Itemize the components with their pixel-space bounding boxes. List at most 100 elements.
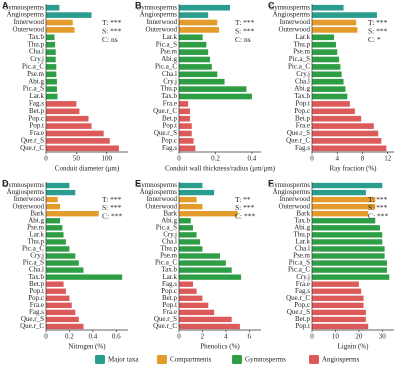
category-label: Que.r_S (287, 308, 310, 316)
category-label: Lar.k (295, 238, 310, 246)
x-tick-label: 0.4 (88, 333, 97, 341)
category-label: Abi.g (294, 85, 310, 93)
bar (179, 138, 194, 144)
category-label: Fag.s (162, 144, 177, 152)
category-label: Angiosperms (273, 11, 311, 19)
bar (46, 123, 92, 129)
bar (179, 218, 191, 224)
bar (179, 288, 197, 294)
category-label: Fra.e (30, 129, 44, 137)
bar (179, 253, 220, 259)
bar (312, 93, 348, 100)
category-label: Que.r_C (153, 322, 177, 330)
category-label: Outerwood (146, 202, 178, 210)
bar (46, 93, 58, 100)
bar (179, 34, 203, 41)
bar (312, 309, 366, 316)
bar (179, 123, 192, 129)
x-tick-label: 2 (201, 333, 205, 341)
category-label: Fra.e (296, 280, 310, 288)
x-tick-label: 0.6 (112, 333, 121, 341)
category-label: Pop.c (161, 287, 177, 295)
bar (46, 267, 84, 273)
category-label: Gymnosperms (136, 3, 177, 11)
bar (312, 34, 335, 41)
x-tick-label: 50 (73, 155, 81, 163)
bar (46, 316, 79, 323)
category-label: Cha.l (29, 266, 44, 274)
x-tick-label: 0 (177, 333, 181, 341)
category-label: Cry.j (30, 252, 44, 260)
category-label: Innerwood (280, 18, 311, 26)
category-label: Pop.c (28, 294, 44, 302)
category-label: Cha.l (295, 245, 310, 253)
annotation: C: *** (102, 211, 122, 220)
category-label: Pop.t (162, 301, 177, 309)
bar (179, 182, 203, 189)
bar (312, 246, 385, 252)
bar (179, 211, 238, 217)
x-tick-label: 8 (361, 155, 365, 163)
category-label: Bark (30, 209, 44, 217)
annotation: T: *** (102, 195, 122, 204)
bar (46, 281, 64, 287)
bar (46, 225, 63, 231)
bar (312, 41, 336, 48)
bar (179, 27, 220, 33)
annotation: S: *** (235, 26, 255, 35)
x-tick-label: 6 (248, 333, 252, 341)
bar (312, 267, 387, 273)
bar (312, 232, 383, 238)
category-label: Innerwood (147, 18, 178, 26)
category-label: Fra.e (30, 301, 44, 309)
category-label: Pse.m (27, 70, 44, 78)
category-label: Pic.a_C (22, 63, 44, 71)
bar (46, 19, 73, 26)
annotation: C: * (368, 35, 381, 44)
category-label: Cry.j (296, 70, 310, 78)
category-label: Que.r_C (20, 144, 44, 152)
category-label: Que.r_S (287, 129, 310, 137)
bar (179, 232, 197, 238)
x-tick-label: 0.2 (65, 333, 74, 341)
category-label: Outerwood (13, 26, 45, 34)
panel-letter: F (268, 178, 274, 188)
bar (312, 182, 383, 189)
category-label: Thu.p (27, 40, 44, 48)
category-label: Que.r_C (20, 322, 44, 330)
bar (312, 295, 364, 301)
bar (312, 211, 369, 217)
category-label: Outerwood (13, 202, 45, 210)
bar (179, 203, 203, 210)
bar (312, 64, 341, 70)
bar (46, 56, 56, 63)
bar (312, 323, 369, 330)
category-label: Lar.k (29, 230, 44, 238)
x-tick-label: 0.4 (248, 155, 257, 163)
legend-label: Compartments (170, 356, 211, 364)
x-tick-label: 100 (101, 155, 112, 163)
category-label: Tax.b (28, 273, 44, 281)
category-label: Thu.p (160, 245, 177, 253)
category-label: Lar.k (162, 33, 177, 41)
bar (46, 86, 57, 92)
bar (312, 130, 379, 137)
bar (312, 253, 385, 259)
category-label: Innerwood (14, 18, 45, 26)
category-label: Outerwood (279, 26, 311, 34)
bar (179, 12, 209, 18)
category-label: Tax.b (294, 92, 310, 100)
category-label: Que.r_S (154, 315, 177, 323)
bar (179, 86, 247, 92)
annotation: S: *** (368, 26, 388, 35)
category-label: Thu.p (160, 85, 177, 93)
legend-label: Gymnosperms (245, 356, 286, 364)
bar (312, 274, 390, 280)
panel-letter: D (2, 178, 9, 188)
category-label: Pop.t (295, 322, 310, 330)
bar (312, 203, 376, 210)
bar (46, 101, 77, 107)
category-label: Pic.a_S (289, 55, 310, 63)
bar (312, 218, 376, 224)
